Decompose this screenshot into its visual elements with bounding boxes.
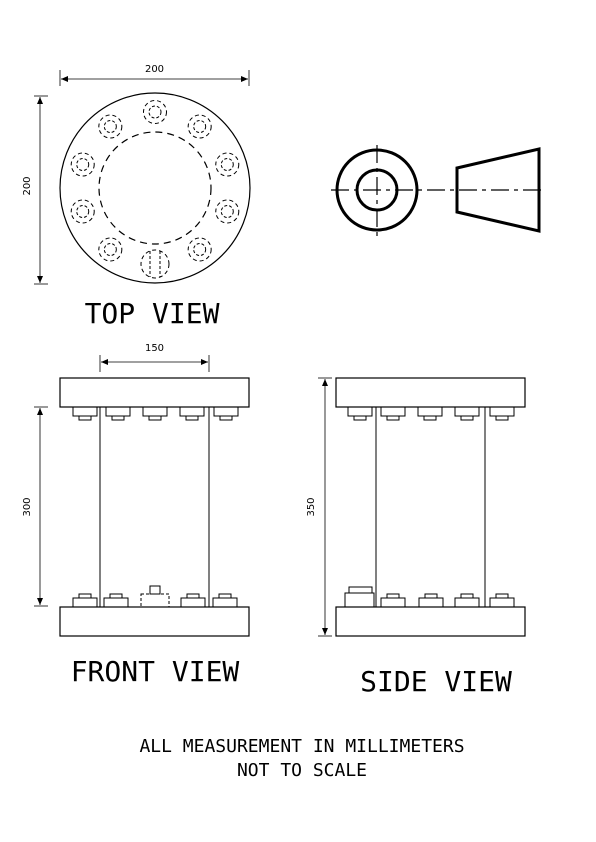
- hex-nut: [179, 406, 205, 421]
- hex-nut: [142, 406, 168, 421]
- side-height-label: 350: [306, 497, 317, 516]
- hex-nut: [72, 593, 98, 608]
- front-view: 150 300 FRONT VIEW: [22, 343, 250, 688]
- hex-nut: [489, 593, 515, 608]
- top-view-title: TOP VIEW: [85, 297, 220, 330]
- hex-nut: [212, 593, 238, 608]
- top-plate: [59, 377, 250, 408]
- hex-nut: [380, 593, 406, 608]
- bolt-holes: [70, 100, 240, 279]
- front-span-label: 150: [145, 343, 164, 354]
- bolt-hole: [215, 199, 240, 224]
- hex-nut: [418, 593, 444, 608]
- front-nuts: [72, 406, 239, 608]
- hex-nut: [454, 593, 480, 608]
- base-block: [344, 586, 375, 608]
- hex-nut: [454, 406, 480, 421]
- bolt-hole: [70, 152, 95, 177]
- flange-outline: [59, 92, 251, 284]
- side-nuts: [344, 406, 515, 608]
- hex-nut: [213, 406, 239, 421]
- hex-nut: [103, 593, 129, 608]
- side-base-plate: [335, 606, 526, 637]
- bolt-hole: [187, 237, 212, 262]
- top-width-dimension: 200: [59, 64, 250, 86]
- hex-nut: [380, 406, 406, 421]
- bolt-hole: [98, 237, 123, 262]
- hex-nut: [347, 406, 373, 421]
- top-view: 200 200 TOP VIEW: [22, 64, 251, 330]
- front-height-dimension: 300: [22, 406, 48, 607]
- bolt-hole: [143, 100, 167, 124]
- bolt-hole: [70, 199, 95, 224]
- side-view: 350 SIDE VIEW: [306, 377, 526, 698]
- hex-nut: [417, 406, 443, 421]
- side-height-dimension: 350: [306, 377, 332, 637]
- bolt-hole: [215, 152, 240, 177]
- front-view-title: FRONT VIEW: [71, 655, 240, 688]
- front-span-dimension: 150: [99, 343, 210, 372]
- units-note: ALL MEASUREMENT IN MILLIMETERS: [139, 736, 464, 757]
- scale-note: NOT TO SCALE: [237, 760, 367, 781]
- top-height-label: 200: [22, 176, 33, 195]
- hex-nut: [72, 406, 98, 421]
- bolt-hole: [98, 114, 123, 139]
- base-plate: [59, 606, 250, 637]
- hidden-bore: [98, 131, 212, 245]
- side-view-title: SIDE VIEW: [360, 665, 512, 698]
- front-height-label: 300: [22, 497, 33, 516]
- top-height-dimension: 200: [22, 95, 48, 285]
- hex-nut: [180, 593, 206, 608]
- projection-symbol: [331, 145, 545, 236]
- bolt-hole: [187, 114, 212, 139]
- hex-nut: [489, 406, 515, 421]
- hidden-nut: [140, 585, 170, 608]
- bolt-hole: [140, 249, 170, 279]
- side-top-plate: [335, 377, 526, 408]
- top-width-label: 200: [145, 64, 164, 75]
- hex-nut: [105, 406, 131, 421]
